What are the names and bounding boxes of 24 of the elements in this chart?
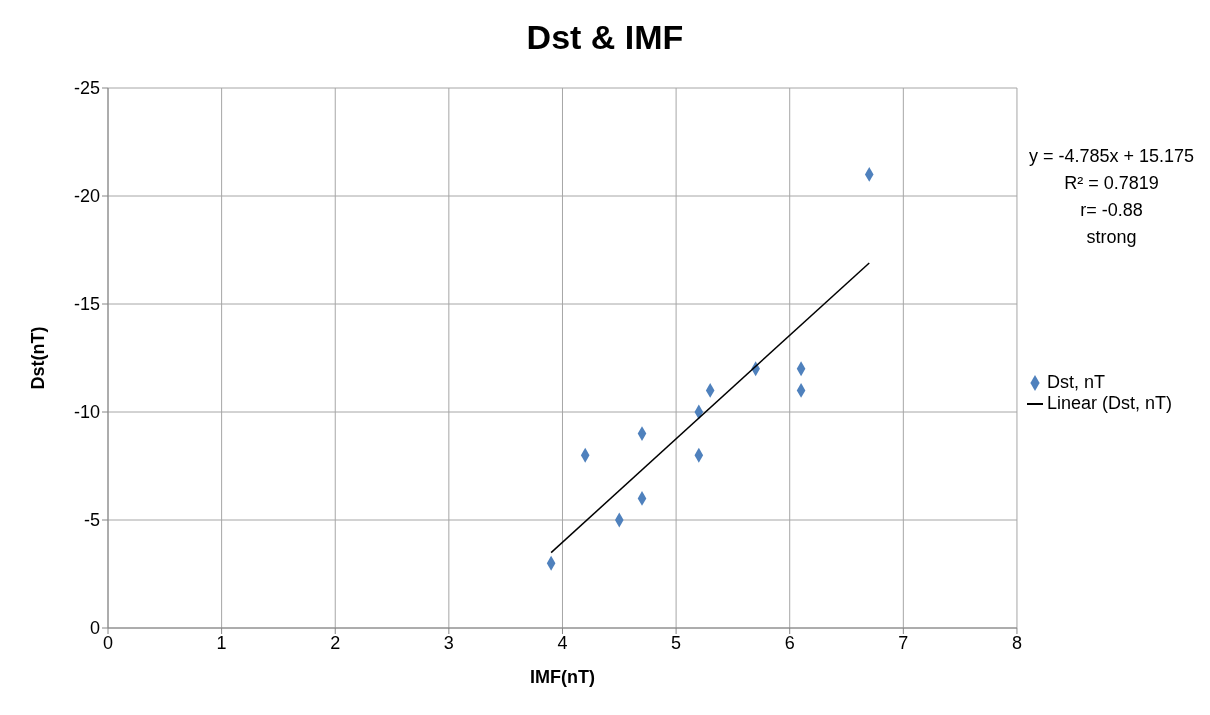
x-tick-label: 7 bbox=[898, 632, 909, 653]
x-tick-label: 6 bbox=[784, 632, 795, 653]
x-tick-label: 3 bbox=[443, 632, 454, 653]
y-axis-title: Dst(nT) bbox=[28, 326, 49, 390]
x-tick-label: 4 bbox=[557, 632, 568, 653]
y-tick-label: -25 bbox=[73, 78, 100, 99]
text: y = -4.785x + 15.175 bbox=[1028, 145, 1194, 168]
chart-title: Dst & IMF bbox=[525, 17, 685, 58]
y-tick-label: -20 bbox=[73, 186, 100, 207]
text: R² = 0.7819 bbox=[1063, 172, 1160, 195]
text: r= -0.88 bbox=[1079, 199, 1144, 222]
legend-label: Dst, nT bbox=[1046, 372, 1105, 392]
x-tick-label: 8 bbox=[1011, 632, 1022, 653]
y-tick-label: -10 bbox=[73, 402, 100, 423]
y-tick-label: 0 bbox=[89, 618, 100, 639]
x-tick-label: 2 bbox=[330, 632, 341, 653]
x-axis-title: IMF(nT) bbox=[529, 667, 595, 687]
y-tick-label: -5 bbox=[83, 510, 100, 531]
y-tick-label: -15 bbox=[73, 294, 100, 315]
x-tick-label: 0 bbox=[102, 632, 114, 653]
legend-label: Linear (Dst, nT) bbox=[1046, 393, 1172, 413]
x-tick-label: 5 bbox=[671, 632, 682, 653]
x-tick-label: 1 bbox=[216, 632, 227, 653]
text: strong bbox=[1085, 226, 1138, 249]
